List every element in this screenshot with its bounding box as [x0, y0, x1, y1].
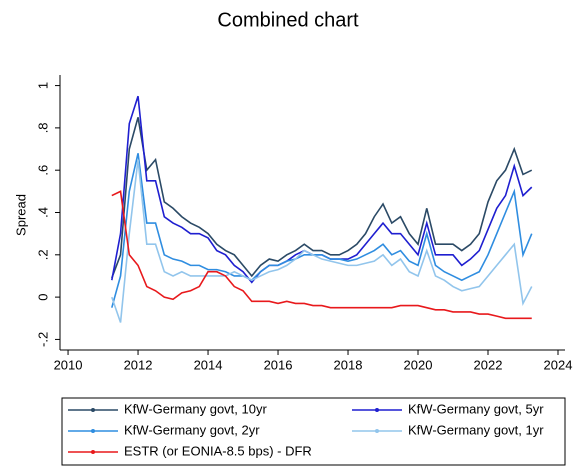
legend-label: ESTR (or EONIA-8.5 bps) - DFR: [124, 443, 312, 458]
legend-label: KfW-Germany govt, 2yr: [124, 422, 260, 437]
legend-box: [61, 397, 566, 466]
legend-marker: [375, 429, 379, 433]
x-tick-label: 2016: [264, 357, 293, 372]
x-tick-label: 2020: [404, 357, 433, 372]
legend-label: KfW-Germany govt, 1yr: [408, 422, 544, 437]
legend-marker: [91, 429, 95, 433]
y-tick-label: 0: [35, 293, 50, 300]
x-tick-label: 2018: [334, 357, 363, 372]
legend-marker: [91, 450, 95, 454]
x-tick-label: 2024: [544, 357, 573, 372]
y-tick-label: -.2: [35, 332, 50, 347]
y-tick-label: .2: [35, 249, 50, 260]
series-line: [111, 153, 533, 308]
x-tick-label: 2012: [124, 357, 153, 372]
y-tick-label: .8: [35, 122, 50, 133]
y-axis-label: Spread: [13, 194, 28, 236]
y-tick-label: 1: [35, 82, 50, 89]
legend-marker: [91, 408, 95, 412]
x-tick-label: 2022: [474, 357, 503, 372]
legend-label: KfW-Germany govt, 5yr: [408, 401, 544, 416]
y-tick-label: .6: [35, 165, 50, 176]
chart-title: Combined chart: [217, 9, 359, 31]
series-line: [111, 159, 533, 323]
legend-label: KfW-Germany govt, 10yr: [124, 401, 267, 416]
y-tick-label: .4: [35, 207, 50, 218]
x-tick-label: 2010: [54, 357, 83, 372]
legend-marker: [375, 408, 379, 412]
x-tick-label: 2014: [194, 357, 223, 372]
series-line: [111, 190, 532, 320]
series-line: [111, 117, 533, 279]
